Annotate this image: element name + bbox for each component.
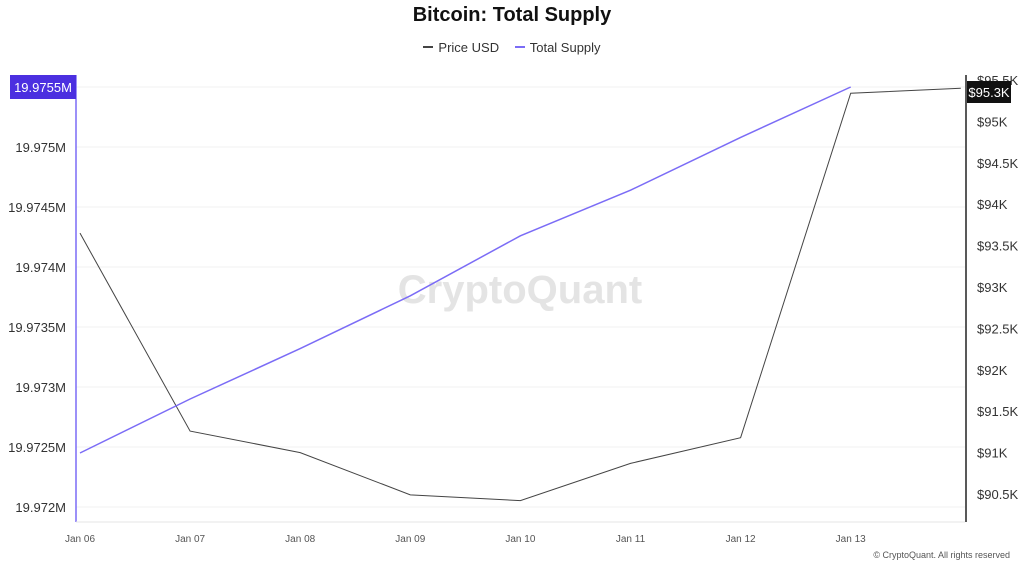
x-tick-label: Jan 07	[175, 534, 205, 545]
supply-swatch	[514, 46, 525, 48]
x-tick-label: Jan 08	[285, 534, 315, 545]
left-tick-label: 19.972M	[15, 500, 66, 515]
right-tick-label: $92.5K	[977, 321, 1019, 336]
left-tick-label: 19.9735M	[8, 320, 66, 335]
legend: Price USD Total Supply	[0, 36, 1024, 55]
legend-item-supply[interactable]: Total Supply	[514, 39, 601, 55]
current-supply-label: 19.9755M	[14, 80, 72, 95]
left-tick-label: 19.9745M	[8, 200, 66, 215]
right-tick-label: $92K	[977, 363, 1008, 378]
left-tick-label: 19.973M	[15, 380, 66, 395]
chart-title: Bitcoin: Total Supply	[412, 4, 612, 26]
right-tick-label: $91K	[977, 446, 1008, 461]
total-supply-line	[79, 86, 852, 454]
x-tick-label: Jan 13	[836, 534, 866, 545]
current-supply-badge	[10, 75, 76, 99]
current-price-badge	[967, 81, 1011, 103]
right-tick-label: $94K	[977, 197, 1008, 212]
left-tick-label: 19.9725M	[8, 440, 66, 455]
left-tick-label: 19.975M	[15, 140, 66, 155]
x-tick-label: Jan 09	[395, 534, 425, 545]
x-tick-label: Jan 11	[616, 534, 646, 545]
right-tick-label: $93.5K	[977, 239, 1019, 254]
left-tick-label: 19.974M	[15, 260, 66, 275]
legend-label: Price USD	[438, 39, 500, 55]
legend-label: Total Supply	[529, 39, 601, 55]
current-price-label: $95.3K	[968, 85, 1010, 100]
x-tick-label: Jan 10	[505, 534, 535, 545]
watermark: CryptoQuant	[398, 268, 642, 312]
right-tick-label: $93K	[977, 280, 1008, 295]
right-tick-label: $94.5K	[977, 156, 1019, 171]
x-tick-label: Jan 12	[726, 534, 756, 545]
x-tick-label: Jan 06	[65, 534, 95, 545]
price-swatch	[423, 46, 434, 48]
copyright: © CryptoQuant. All rights reserved	[873, 550, 1010, 560]
legend-item-price[interactable]: Price USD	[423, 40, 499, 55]
right-tick-label: $95K	[977, 114, 1008, 129]
right-tick-label: $91.5K	[977, 404, 1019, 419]
right-tick-label: $90.5K	[977, 487, 1019, 502]
